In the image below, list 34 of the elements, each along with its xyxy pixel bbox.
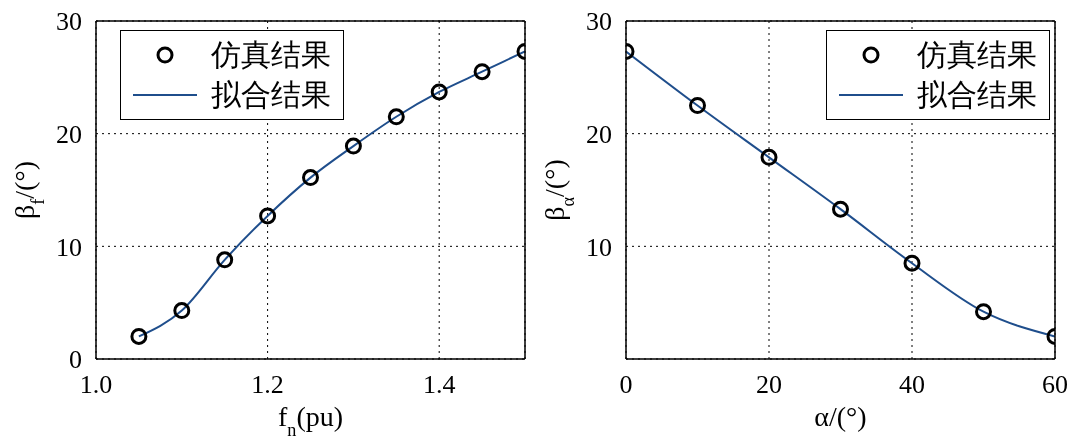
- y-tick-label: 20: [56, 119, 82, 149]
- x-tick-label: 1.2: [251, 370, 284, 400]
- point: [302, 169, 319, 187]
- y-tick-label: 30: [56, 7, 82, 37]
- point: [832, 200, 849, 218]
- x-tick-label: 1.0: [79, 370, 113, 400]
- legend-label: 仿真结果: [917, 37, 1037, 73]
- point: [760, 148, 778, 166]
- point: [130, 327, 148, 345]
- point: [689, 97, 706, 114]
- point: [975, 303, 992, 321]
- x-tick-label: 0: [619, 370, 633, 400]
- y-tick-label: 0: [69, 345, 82, 375]
- point: [473, 63, 491, 81]
- point: [259, 207, 277, 225]
- point: [903, 254, 921, 272]
- x-tick-label: 40: [899, 370, 925, 400]
- y-tick-label: 10: [586, 232, 612, 262]
- x-axis-title: α/(°): [814, 401, 867, 432]
- point: [173, 302, 191, 320]
- x-tick-label: 20: [756, 370, 782, 400]
- point: [387, 108, 405, 126]
- x-tick-label: 1.4: [422, 370, 456, 400]
- x-axis-title: f$_{n}$(pu): [277, 401, 344, 439]
- legend-label: 拟合结果: [917, 77, 1037, 113]
- y-tick-label: 30: [586, 7, 612, 37]
- point: [216, 251, 234, 269]
- y-tick-label: 20: [586, 119, 612, 149]
- legend-label: 仿真结果: [211, 37, 331, 73]
- point: [344, 137, 362, 155]
- legend-label: 拟合结果: [211, 77, 331, 113]
- point: [430, 83, 448, 101]
- x-tick-label: 60: [1042, 370, 1068, 400]
- y-tick-label: 10: [56, 232, 82, 262]
